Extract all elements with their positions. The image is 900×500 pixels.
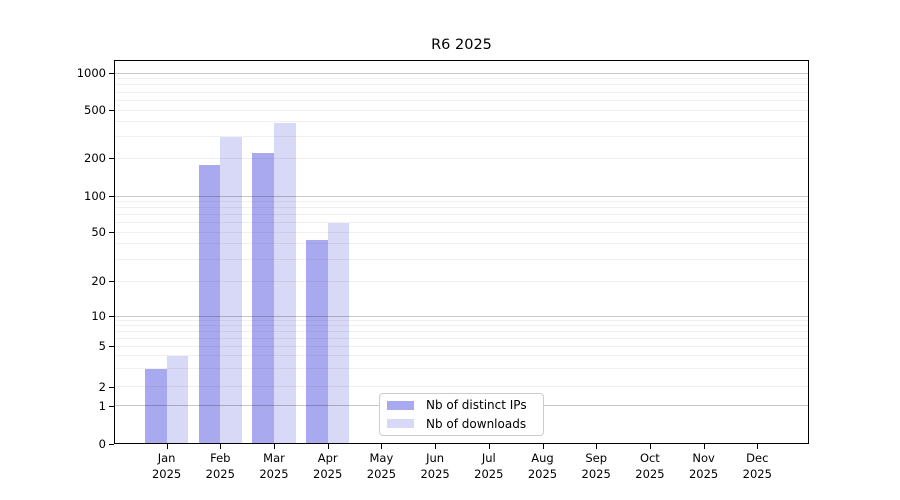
x-tick-label: Nov 2025 bbox=[688, 451, 719, 481]
x-tick bbox=[435, 444, 437, 449]
legend: Nb of distinct IPs Nb of downloads bbox=[379, 393, 544, 436]
bars-layer bbox=[114, 60, 809, 444]
minor-gridline bbox=[114, 330, 809, 332]
legend-item-downloads: Nb of downloads bbox=[380, 415, 543, 433]
minor-gridline bbox=[114, 231, 809, 233]
x-tick bbox=[757, 444, 759, 449]
minor-gridline bbox=[114, 84, 809, 86]
minor-gridline bbox=[114, 78, 809, 80]
x-tick-label: Jan 2025 bbox=[151, 451, 182, 481]
y-tick-label: 0 bbox=[98, 437, 106, 451]
y-tick-label: 50 bbox=[91, 225, 106, 239]
x-tick bbox=[596, 444, 598, 449]
minor-gridline bbox=[114, 258, 809, 260]
x-tick bbox=[488, 444, 490, 449]
minor-gridline bbox=[114, 280, 809, 282]
y-tick-label: 500 bbox=[84, 103, 106, 117]
minor-gridline bbox=[114, 109, 809, 111]
major-gridline bbox=[114, 315, 809, 317]
x-tick bbox=[381, 444, 383, 449]
bar-distinct-ips bbox=[305, 240, 328, 444]
major-gridline bbox=[114, 72, 809, 74]
gridlines-layer bbox=[114, 60, 809, 444]
minor-gridline bbox=[114, 99, 809, 101]
chart-title: R6 2025 bbox=[431, 37, 492, 53]
x-tick bbox=[274, 444, 275, 449]
x-tick bbox=[703, 444, 705, 449]
x-tick-label: Feb 2025 bbox=[205, 451, 235, 481]
minor-gridline bbox=[114, 386, 809, 387]
x-tick-label: Apr 2025 bbox=[313, 451, 343, 481]
bar-distinct-ips bbox=[252, 153, 274, 444]
y-tick bbox=[109, 110, 114, 111]
minor-gridline bbox=[114, 121, 809, 123]
x-tick bbox=[327, 444, 329, 449]
bar-downloads bbox=[220, 136, 243, 444]
bar-downloads bbox=[327, 222, 350, 444]
x-tick bbox=[649, 444, 651, 449]
y-tick-label: 10 bbox=[91, 309, 106, 323]
y-tick-label: 20 bbox=[91, 274, 106, 288]
minor-gridline bbox=[114, 136, 809, 138]
minor-gridline bbox=[114, 345, 809, 347]
minor-gridline bbox=[114, 214, 809, 216]
x-tick-label: Mar 2025 bbox=[259, 451, 289, 481]
y-tick bbox=[109, 281, 114, 282]
y-tick bbox=[109, 196, 114, 197]
x-tick-label: May 2025 bbox=[366, 451, 397, 481]
x-tick-label: Oct 2025 bbox=[635, 451, 665, 481]
minor-gridline bbox=[114, 200, 809, 202]
legend-label-downloads: Nb of downloads bbox=[426, 416, 527, 431]
minor-gridline bbox=[114, 320, 809, 322]
major-gridline bbox=[114, 195, 809, 197]
minor-gridline bbox=[114, 222, 809, 224]
x-tick bbox=[220, 444, 222, 449]
y-tick-label: 1000 bbox=[76, 66, 106, 80]
legend-item-distinct-ips: Nb of distinct IPs bbox=[380, 396, 543, 414]
y-tick-label: 200 bbox=[84, 151, 106, 165]
legend-label-distinct-ips: Nb of distinct IPs bbox=[426, 398, 527, 413]
plot-area bbox=[114, 60, 809, 444]
minor-gridline bbox=[114, 243, 809, 245]
x-tick bbox=[542, 444, 544, 449]
y-tick-label: 1 bbox=[98, 398, 106, 413]
minor-gridline bbox=[114, 337, 809, 339]
y-tick bbox=[109, 232, 114, 233]
y-tick-label: 100 bbox=[84, 189, 106, 203]
y-tick-label: 5 bbox=[98, 339, 106, 353]
bar-distinct-ips bbox=[198, 165, 221, 444]
x-tick-label: Jun 2025 bbox=[420, 451, 450, 481]
y-tick-label: 2 bbox=[98, 379, 106, 394]
bar-distinct-ips bbox=[144, 368, 167, 444]
bar-downloads bbox=[274, 123, 296, 444]
minor-gridline bbox=[114, 91, 809, 93]
y-tick bbox=[109, 405, 114, 407]
y-tick bbox=[109, 158, 114, 159]
bar-downloads bbox=[166, 355, 189, 444]
minor-gridline bbox=[114, 325, 809, 327]
y-tick bbox=[109, 316, 114, 317]
legend-swatch-distinct-ips bbox=[387, 400, 414, 410]
minor-gridline bbox=[114, 207, 809, 209]
minor-gridline bbox=[114, 355, 809, 357]
x-tick-label: Jul 2025 bbox=[474, 451, 504, 481]
x-tick-label: Aug 2025 bbox=[527, 451, 558, 481]
minor-gridline bbox=[114, 157, 809, 159]
y-tick bbox=[109, 444, 114, 445]
y-tick bbox=[109, 73, 114, 74]
legend-swatch-downloads bbox=[387, 419, 414, 429]
x-tick-label: Dec 2025 bbox=[742, 451, 772, 481]
x-tick-label: Sep 2025 bbox=[581, 451, 611, 481]
minor-gridline bbox=[114, 368, 809, 370]
y-tick bbox=[109, 386, 114, 388]
y-tick bbox=[109, 346, 114, 347]
x-tick bbox=[166, 444, 168, 449]
